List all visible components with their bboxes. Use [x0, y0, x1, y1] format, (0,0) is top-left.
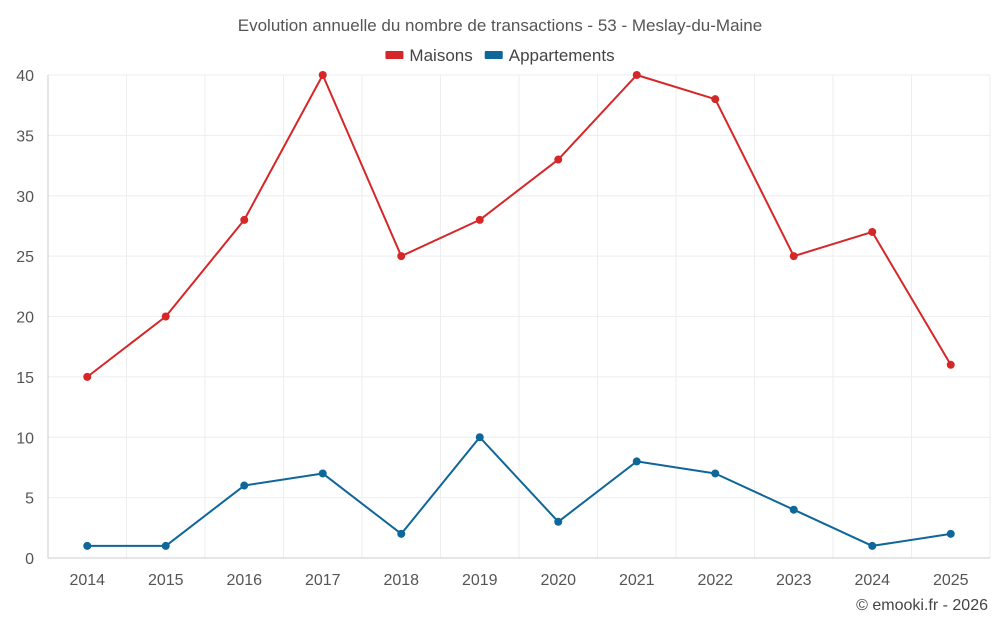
grid: [47, 74, 991, 558]
data-point-appartements[interactable]: [240, 481, 249, 490]
data-point-maisons[interactable]: [240, 215, 249, 224]
data-point-appartements[interactable]: [83, 541, 92, 550]
data-point-appartements[interactable]: [318, 469, 327, 478]
data-point-appartements[interactable]: [789, 505, 798, 514]
x-tick-label: 2015: [148, 572, 184, 589]
x-tick-label: 2019: [462, 572, 498, 589]
data-point-maisons[interactable]: [161, 312, 170, 321]
series-line-appartements: [87, 436, 951, 547]
data-point-maisons[interactable]: [789, 252, 798, 261]
data-point-maisons[interactable]: [83, 372, 92, 381]
data-point-maisons[interactable]: [868, 227, 877, 236]
y-tick-label: 5: [25, 491, 34, 508]
x-tick-label: 2014: [69, 572, 105, 589]
x-tick-label: 2025: [933, 572, 969, 589]
credit-text: © emooki.fr - 2026: [856, 597, 988, 614]
y-tick-label: 35: [16, 128, 34, 145]
data-point-appartements[interactable]: [946, 529, 955, 538]
y-tick-label: 10: [16, 430, 34, 447]
data-point-appartements[interactable]: [161, 541, 170, 550]
y-tick-label: 30: [16, 189, 34, 206]
data-point-maisons[interactable]: [475, 215, 484, 224]
y-tick-label: 20: [16, 310, 34, 327]
y-tick-label: 40: [16, 68, 34, 85]
legend-label-maisons[interactable]: Maisons: [409, 46, 472, 65]
x-tick-label: 2016: [226, 572, 262, 589]
x-tick-label: 2021: [619, 572, 655, 589]
x-tick-label: 2024: [854, 572, 890, 589]
legend-swatch-maisons: [385, 51, 404, 59]
data-point-maisons[interactable]: [554, 155, 563, 164]
legend: Maisons Appartements: [385, 46, 615, 65]
x-tick-label: 2023: [776, 572, 812, 589]
legend-swatch-appartements: [484, 51, 503, 59]
legend-label-appartements[interactable]: Appartements: [509, 46, 615, 65]
y-tick-label: 0: [25, 551, 34, 568]
data-point-appartements[interactable]: [711, 469, 720, 478]
data-point-maisons[interactable]: [946, 360, 955, 369]
data-point-appartements[interactable]: [632, 457, 641, 466]
data-point-maisons[interactable]: [397, 252, 406, 261]
x-tick-label: 2020: [540, 572, 576, 589]
data-point-appartements[interactable]: [475, 433, 484, 442]
series-layer: [83, 71, 955, 550]
data-point-maisons[interactable]: [318, 71, 327, 79]
y-tick-label: 15: [16, 370, 34, 387]
x-tick-label: 2018: [383, 572, 419, 589]
x-tick-label: 2017: [305, 572, 341, 589]
data-point-appartements[interactable]: [554, 517, 563, 526]
data-point-maisons[interactable]: [632, 71, 641, 79]
data-point-appartements[interactable]: [397, 529, 406, 538]
data-point-appartements[interactable]: [868, 541, 877, 550]
chart-title: Evolution annuelle du nombre de transact…: [238, 16, 762, 35]
data-point-maisons[interactable]: [711, 95, 720, 104]
series-line-maisons: [86, 74, 952, 378]
x-tick-label: 2022: [697, 572, 733, 589]
y-tick-label: 25: [16, 249, 34, 266]
